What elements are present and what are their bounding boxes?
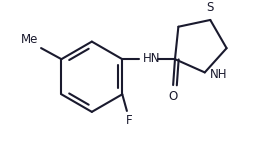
Text: Me: Me — [21, 33, 38, 46]
Text: O: O — [168, 90, 178, 103]
Text: S: S — [207, 1, 214, 14]
Text: HN: HN — [143, 52, 160, 65]
Text: F: F — [125, 114, 132, 127]
Text: NH: NH — [209, 68, 227, 81]
